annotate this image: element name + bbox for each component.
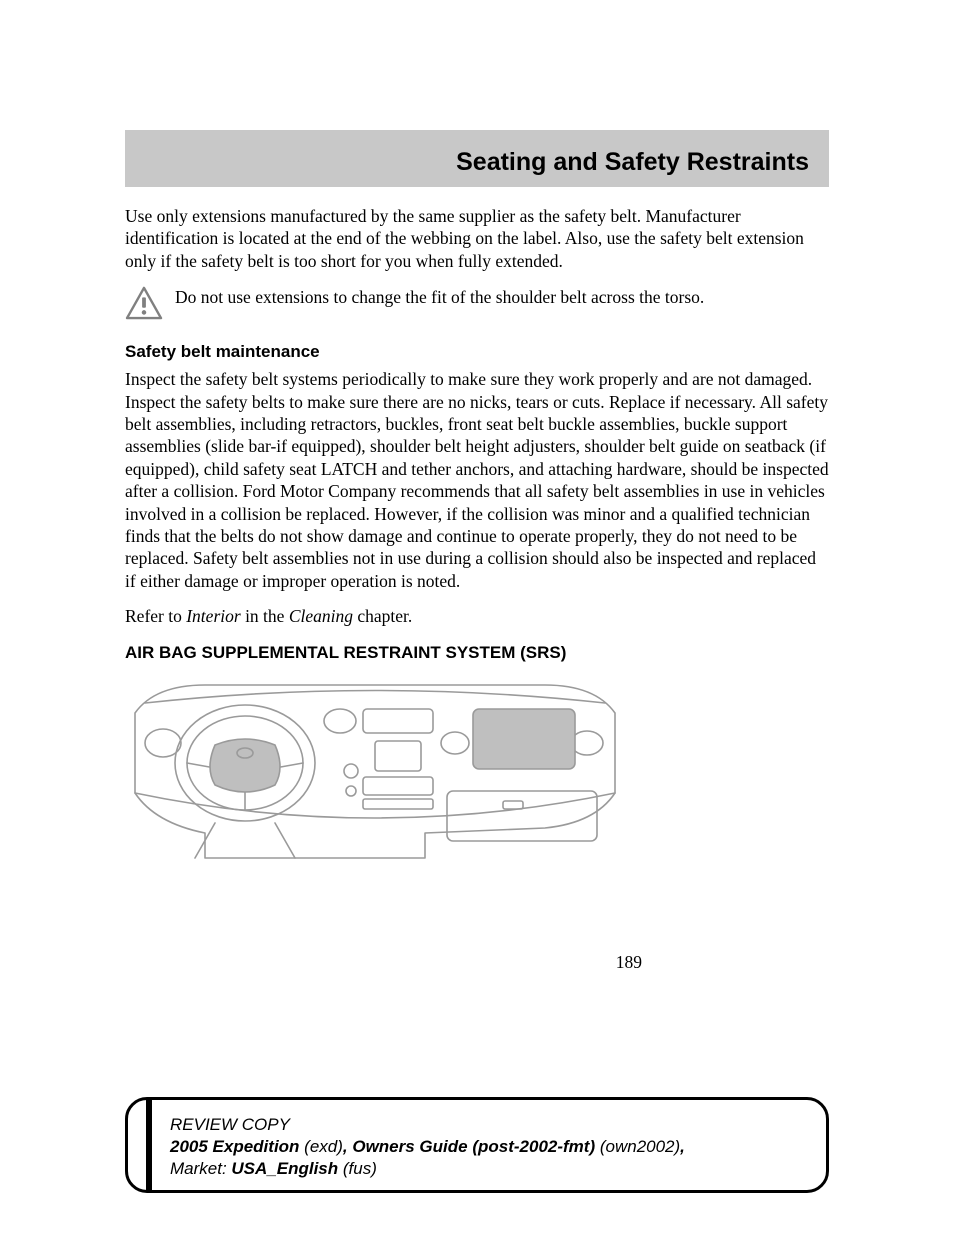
page-number: 189: [616, 952, 642, 973]
footer-3c: (fus): [343, 1159, 377, 1178]
warning-block: Do not use extensions to change the fit …: [125, 286, 829, 320]
srs-heading: AIR BAG SUPPLEMENTAL RESTRAINT SYSTEM (S…: [125, 643, 829, 663]
section-header-bar: Seating and Safety Restraints: [125, 130, 829, 187]
footer-2a: 2005 Expedition: [170, 1137, 304, 1156]
footer-2d: (own2002): [600, 1137, 680, 1156]
refer-middle: in the: [241, 606, 289, 626]
refer-interior: Interior: [186, 606, 240, 626]
refer-line: Refer to Interior in the Cleaning chapte…: [125, 606, 829, 627]
maintenance-heading: Safety belt maintenance: [125, 342, 829, 362]
footer-line-2: 2005 Expedition (exd), Owners Guide (pos…: [170, 1136, 808, 1158]
section-title: Seating and Safety Restraints: [145, 148, 809, 177]
footer-line-3: Market: USA_English (fus): [170, 1158, 808, 1180]
footer-2b: (exd): [304, 1137, 343, 1156]
intro-paragraph: Use only extensions manufactured by the …: [125, 205, 829, 272]
maintenance-body: Inspect the safety belt systems periodic…: [125, 368, 829, 592]
dashboard-airbag-figure: [125, 673, 625, 863]
footer-3a: Market:: [170, 1159, 231, 1178]
warning-triangle-icon: [125, 286, 163, 320]
footer-2c: , Owners Guide (post-2002-fmt): [343, 1137, 600, 1156]
footer-line-1: REVIEW COPY: [170, 1114, 808, 1136]
footer-2e: ,: [680, 1137, 685, 1156]
refer-suffix: chapter.: [353, 606, 412, 626]
footer-3b: USA_English: [231, 1159, 342, 1178]
refer-cleaning: Cleaning: [289, 606, 353, 626]
warning-text: Do not use extensions to change the fit …: [175, 286, 704, 308]
footer-box: REVIEW COPY 2005 Expedition (exd), Owner…: [125, 1097, 829, 1193]
page-container: Seating and Safety Restraints Use only e…: [0, 0, 954, 1235]
refer-prefix: Refer to: [125, 606, 186, 626]
